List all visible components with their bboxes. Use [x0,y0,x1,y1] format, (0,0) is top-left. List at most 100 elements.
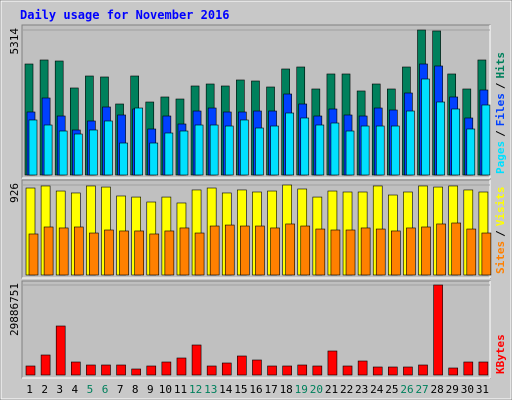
x-tick-label: 31 [476,383,489,396]
bar [134,107,143,176]
x-tick-label: 13 [204,383,217,396]
bar [255,127,264,176]
bar [406,227,416,276]
bar [28,233,39,276]
bar [58,227,69,276]
bar [55,325,66,376]
bar [481,232,492,276]
x-tick-label: 5 [87,383,94,396]
bar [73,226,84,276]
bar [73,133,83,176]
legend-entry: Hits [494,52,507,79]
bar [206,365,217,376]
legend: Pages / Files / Hits [494,52,507,174]
bar [40,354,51,376]
x-tick-label: 7 [117,383,124,396]
bar [179,130,189,176]
bar [43,226,54,276]
legend-entry: KBytes [494,334,507,374]
bar [89,129,98,176]
x-tick-label: 21 [325,383,338,396]
bar [300,117,310,176]
x-tick-label: 10 [159,383,172,396]
x-tick-label: 28 [431,383,444,396]
x-tick-label: 15 [234,383,247,396]
bar [285,112,294,176]
x-tick-label: 4 [72,383,79,396]
bar [285,223,295,276]
bar [478,361,489,376]
bar [270,125,279,176]
x-tick-label: 29 [446,383,459,396]
bar [119,142,128,176]
bar [191,344,202,376]
x-tick-label: 30 [461,383,474,396]
x-tick-label: 25 [385,383,398,396]
bar [209,124,219,176]
bar [421,78,430,176]
bar [451,222,462,276]
bar [131,368,141,376]
bar [481,104,491,176]
x-tick-label: 19 [295,383,308,396]
x-tick-label: 17 [264,383,277,396]
bar [315,228,326,276]
bar [297,364,308,376]
bar [209,225,220,276]
legend: KBytes [494,334,507,374]
bar [101,364,111,376]
bar [418,364,428,376]
bar [375,125,385,176]
bar [89,232,99,276]
bar [149,142,159,176]
legend-entry: Visits [494,187,507,227]
bar [421,226,431,276]
x-tick-label: 22 [340,383,353,396]
bar [149,233,160,276]
x-tick-label: 3 [56,383,63,396]
x-tick-label: 20 [310,383,323,396]
bar [360,125,370,176]
legend-separator: / [494,230,507,237]
bar [58,130,68,176]
x-tick-label: 24 [370,383,384,396]
bar [330,122,340,176]
x-tick-label: 14 [219,383,233,396]
bar [270,227,280,276]
x-tick-label: 2 [41,383,48,396]
bar [179,227,190,276]
bar [448,367,459,376]
bar [25,365,36,376]
bar [375,228,386,276]
chart-title: Daily usage for November 2016 [20,8,230,22]
bar [43,124,53,176]
bar [224,125,234,176]
bar [312,365,323,376]
bar [433,284,443,376]
bar [237,355,247,376]
bar [194,232,205,276]
bar [267,365,277,376]
bar [360,227,371,276]
bar [466,228,477,276]
x-tick-label: 16 [249,383,262,396]
legend-entry: Sites [494,241,507,274]
x-tick-label: 26 [400,383,413,396]
bar [164,230,175,276]
bar [436,101,445,176]
bar [330,229,341,276]
bar [104,120,113,176]
bar [315,124,325,176]
bar [255,225,265,276]
bar [240,225,250,276]
bar [463,361,474,376]
legend-entry: Files [494,93,507,126]
bar [436,223,446,276]
x-tick-label: 6 [102,383,109,396]
bar [342,365,353,376]
bar [466,128,476,176]
x-tick-label: 9 [147,383,154,396]
bar [403,366,413,376]
